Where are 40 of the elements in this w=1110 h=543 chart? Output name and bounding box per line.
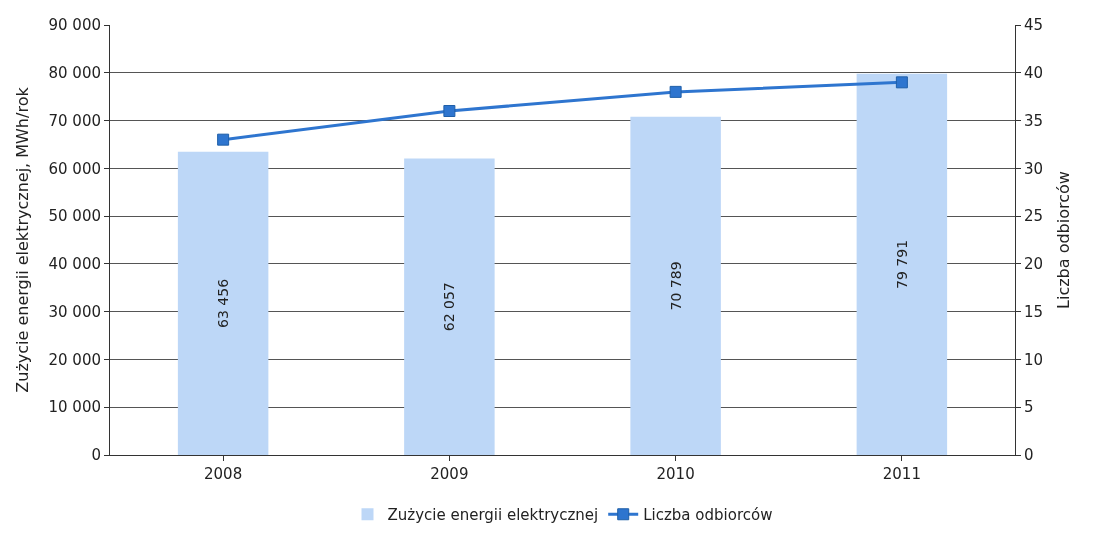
point <box>217 133 230 146</box>
x-tick-label: 2008 <box>204 465 243 483</box>
y2-tick-label: 45 <box>1024 16 1044 35</box>
bar <box>856 73 948 455</box>
point <box>443 105 456 117</box>
legend-label: Zużycie energii elektrycznej <box>387 506 599 525</box>
y-tick-label: 0 <box>91 446 101 465</box>
y-tick-label: 70 000 <box>48 111 101 130</box>
data-label: 79 791 <box>893 239 910 289</box>
bar <box>177 151 269 455</box>
data-label: 63 456 <box>215 278 232 328</box>
y2-tick-label: 15 <box>1024 302 1044 321</box>
y2-tick-label: 30 <box>1024 159 1044 178</box>
y2-tick-label: 5 <box>1024 398 1034 417</box>
x-tick-label: 2011 <box>882 465 921 483</box>
bar <box>630 116 721 455</box>
y-axis-title: Zużycie energii elektrycznej, MWh/rok <box>13 86 33 393</box>
y2-tick-label: 25 <box>1024 207 1044 226</box>
x-tick-label: 2010 <box>656 465 695 483</box>
point <box>669 85 682 98</box>
y-tick-label: 60 000 <box>48 159 101 178</box>
y2-tick-label: 20 <box>1024 255 1044 274</box>
legend-label: Liczba odbiorców <box>643 506 773 525</box>
y-tick-label: 20 000 <box>48 350 101 369</box>
data-label: 62 057 <box>441 282 458 332</box>
y2-axis-title: Liczba odbiorców <box>1053 171 1073 309</box>
y-tick-label: 30 000 <box>48 302 101 321</box>
bar <box>404 158 495 455</box>
y2-tick-label: 0 <box>1024 446 1034 465</box>
point <box>895 76 908 89</box>
y-tick-label: 80 000 <box>48 64 101 83</box>
y-tick-label: 90 000 <box>48 16 101 35</box>
x-tick-label: 2009 <box>430 465 469 483</box>
y2-tick-label: 35 <box>1024 111 1044 130</box>
data-label: 70 789 <box>667 261 684 311</box>
y2-tick-label: 10 <box>1024 350 1044 369</box>
y-tick-label: 40 000 <box>48 255 101 274</box>
y2-tick-label: 40 <box>1024 64 1044 83</box>
y-tick-label: 10 000 <box>48 398 101 417</box>
y-tick-label: 50 000 <box>48 207 101 226</box>
